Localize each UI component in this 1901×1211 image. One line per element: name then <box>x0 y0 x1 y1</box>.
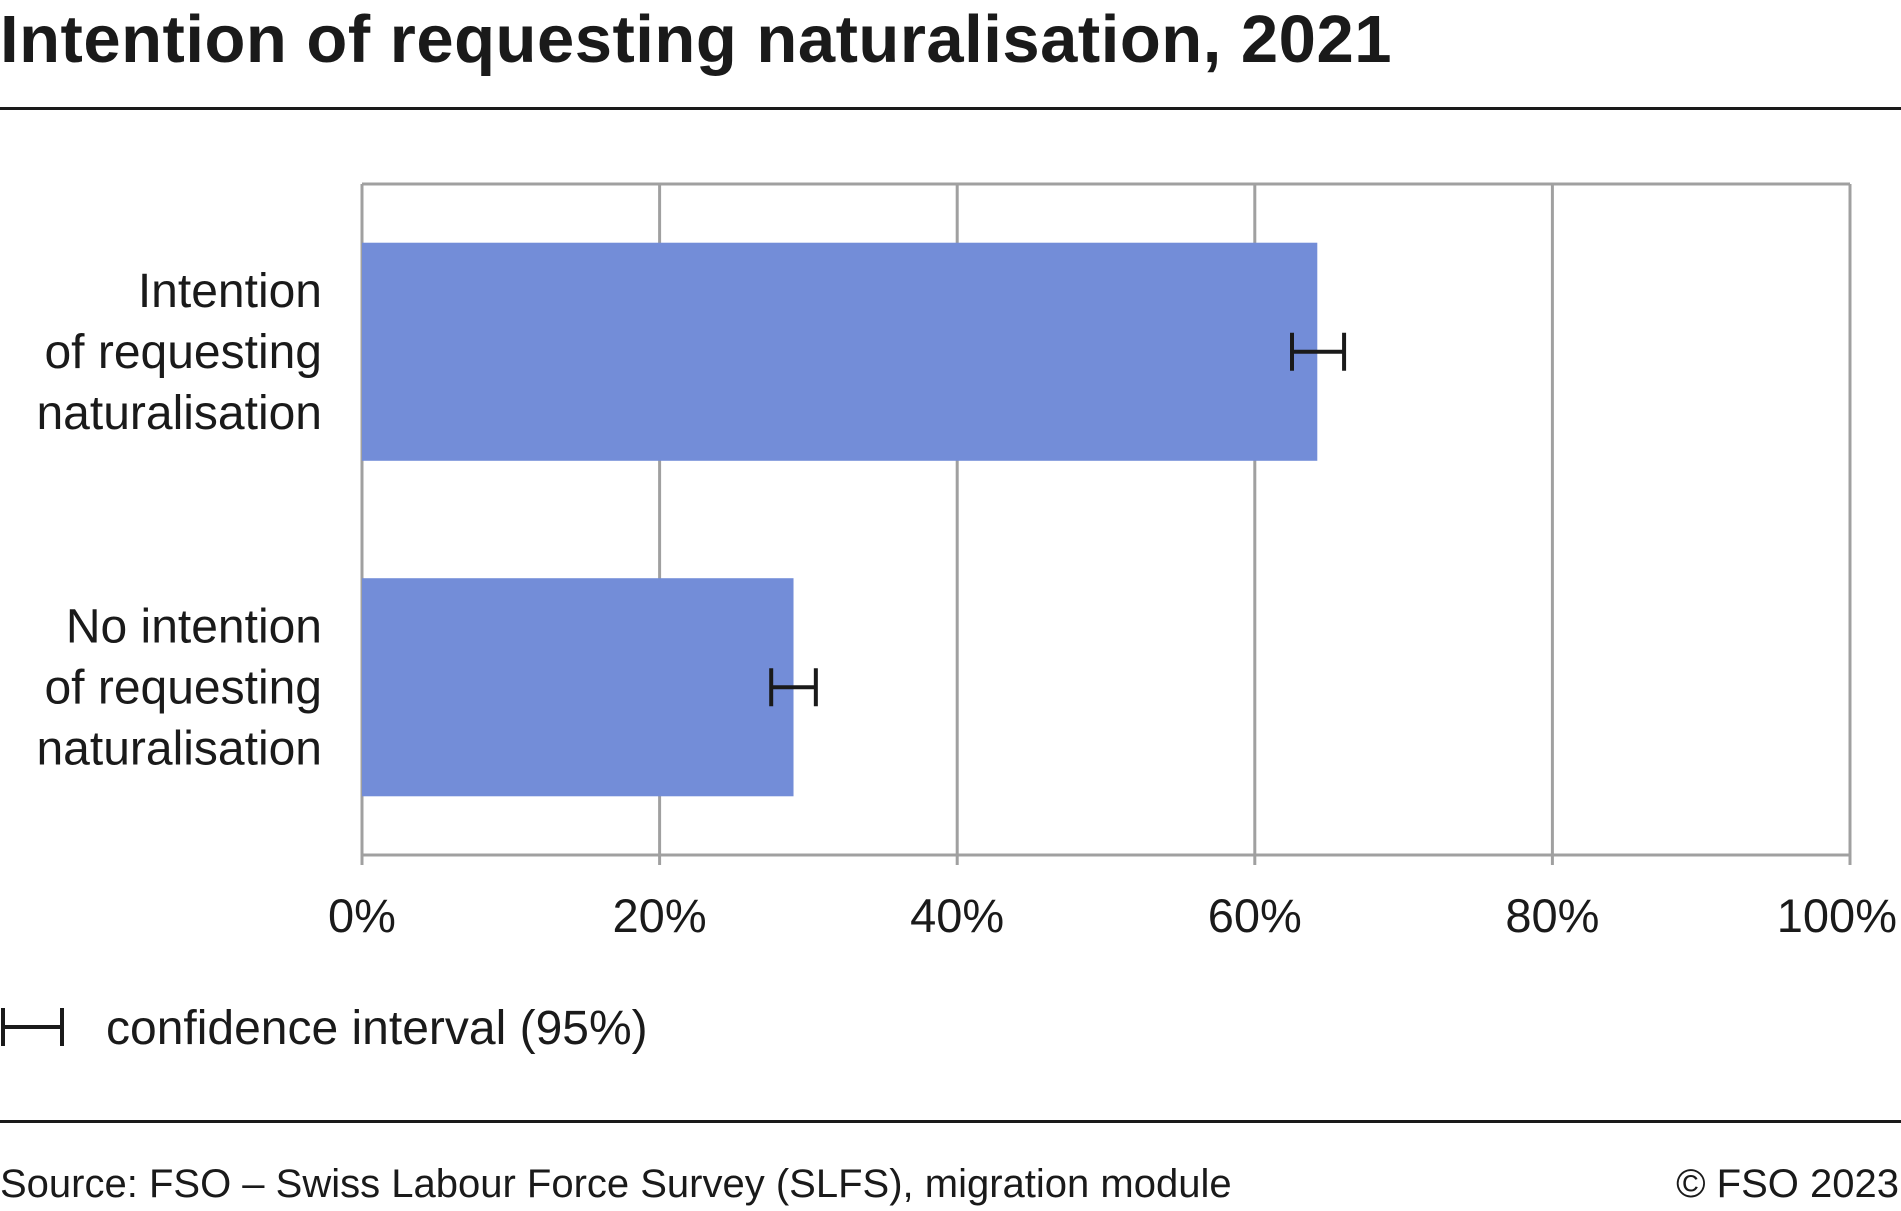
confidence-interval-1 <box>769 668 818 707</box>
x-tick-label-4: 80% <box>1505 889 1599 942</box>
chart-title: Intention of requesting naturalisation, … <box>0 2 1392 77</box>
bar-1 <box>362 578 794 797</box>
chart-area: Intention of requesting naturalisation No i… <box>1 182 1897 1055</box>
category-labels: Intention of requesting naturalisation No i… <box>36 265 322 776</box>
footer-rule <box>0 1120 1901 1123</box>
category-label-1: No intention of requesting naturalisation <box>36 600 322 775</box>
x-tick-label-3: 60% <box>1208 889 1302 942</box>
x-tick-label-0: 0% <box>328 889 396 942</box>
bar-0 <box>362 242 1318 461</box>
copyright-note: © FSO 2023 <box>1676 1162 1899 1206</box>
x-tick-labels: 0% 20% 40% 60% 80% 100% <box>328 889 1897 942</box>
category-label-0: Intention of requesting naturalisation <box>36 265 322 440</box>
bars <box>362 242 1318 797</box>
source-note: Source: FSO – Swiss Labour Force Survey … <box>0 1162 1232 1206</box>
confidence-interval-0 <box>1290 332 1347 371</box>
x-tick-label-2: 40% <box>910 889 1004 942</box>
x-tick-label-5: 100% <box>1777 889 1897 942</box>
legend-ci-symbol <box>1 1008 64 1046</box>
legend: confidence interval (95%) <box>1 1002 648 1055</box>
legend-label: confidence interval (95%) <box>106 1002 648 1055</box>
title-rule <box>0 107 1901 110</box>
x-tick-label-1: 20% <box>613 889 707 942</box>
confidence-intervals <box>769 332 1347 707</box>
